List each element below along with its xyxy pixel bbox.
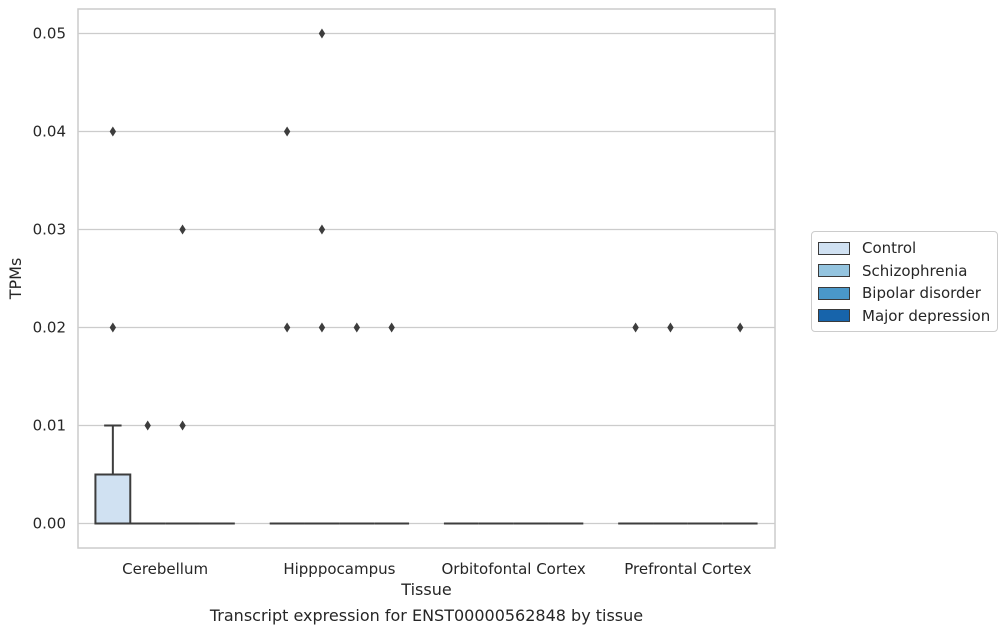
outlier-point	[632, 322, 639, 333]
x-axis-label: Tissue	[400, 580, 451, 599]
legend-item: Schizophrenia	[812, 260, 997, 283]
boxes	[94, 424, 758, 525]
outlier-point	[667, 322, 674, 333]
outlier-point	[283, 126, 291, 137]
outlier-point	[736, 322, 744, 333]
y-tick-label: 0.02	[33, 319, 66, 337]
plot-frame	[77, 8, 776, 549]
y-tick-label: 0.03	[33, 221, 66, 239]
legend-swatch	[818, 286, 850, 300]
y-tick-label: 0.04	[33, 123, 66, 141]
y-tick-label: 0.01	[33, 417, 66, 435]
y-axis-label: TPMs	[6, 258, 25, 301]
outlier-point	[283, 322, 291, 333]
x-tick-label: Hipppocampus	[283, 560, 395, 578]
outlier-point	[179, 224, 186, 235]
grid-lines	[78, 32, 775, 525]
legend-label: Schizophrenia	[862, 261, 968, 280]
legend-item: Major depression	[812, 305, 997, 328]
x-tick-label: Cerebellum	[122, 560, 208, 578]
outlier-point	[353, 322, 360, 333]
outlier-point	[109, 126, 117, 137]
outlier-point	[318, 28, 326, 39]
legend-item: Bipolar disorder	[812, 282, 997, 305]
legend-swatch	[818, 309, 850, 323]
box	[94, 473, 132, 525]
outlier-point	[144, 420, 151, 431]
chart-title: Transcript expression for ENST0000056284…	[209, 606, 644, 625]
legend-label: Major depression	[862, 306, 991, 325]
outlier-point	[318, 322, 326, 333]
outlier-point	[179, 420, 186, 431]
legend-label: Control	[862, 239, 917, 258]
y-tick-labels: 0.00 0.01 0.02 0.03 0.04 0.05	[33, 25, 66, 533]
x-tick-label: Orbitofontal Cortex	[442, 560, 586, 578]
legend: Control Schizophrenia Bipolar disorder Majo…	[811, 231, 998, 332]
outliers	[109, 28, 744, 431]
y-tick-label: 0.00	[33, 515, 66, 533]
outlier-point	[318, 224, 326, 235]
y-tick-label: 0.05	[33, 25, 66, 43]
outlier-point	[388, 322, 395, 333]
legend-swatch	[818, 241, 850, 255]
x-tick-labels: Cerebellum Hipppocampus Orbitofontal Corte…	[122, 560, 751, 578]
legend-swatch	[818, 264, 850, 278]
outlier-point	[109, 322, 117, 333]
legend-label: Bipolar disorder	[862, 284, 981, 303]
legend-item: Control	[812, 237, 997, 260]
x-tick-label: Prefrontal Cortex	[624, 560, 751, 578]
